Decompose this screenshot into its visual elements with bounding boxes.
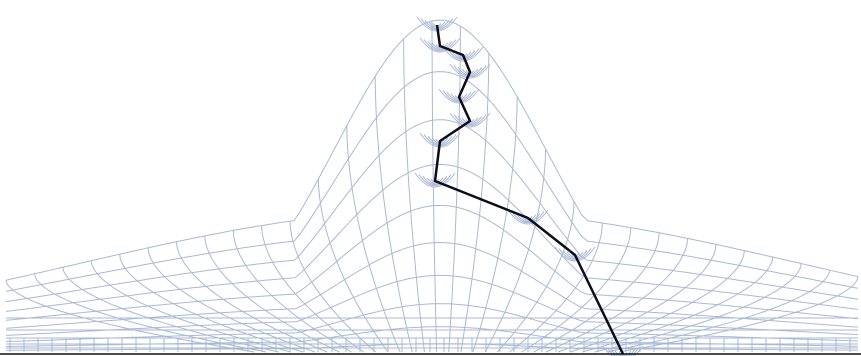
mesh-crack-refinement [446,48,480,61]
mesh-radial-line [509,222,603,353]
mesh-crack-refinement [457,66,483,77]
mesh-contour-line [5,119,859,303]
mesh-crack-refinement [507,209,549,225]
mesh-crack-refinement [418,174,452,187]
mesh-crack-refinement [453,114,487,127]
mesh-crack-refinement [422,175,448,186]
mesh-radial-line [33,273,267,353]
mesh-crack-refinement [614,350,632,356]
mesh-radial-line [374,76,413,353]
mesh-radial-line [175,241,328,353]
mesh-contour-line [5,163,858,312]
mesh-radial-line [497,201,575,353]
mesh-crack-refinement [442,90,476,103]
mesh-crack-refinement [562,249,588,260]
mesh-radial-line [545,238,689,353]
mesh-radial-line [90,260,291,353]
mesh-radial-line [521,227,632,353]
mesh-radial-line [317,178,389,353]
mesh-radial-line [232,230,352,353]
mesh-crack-refinement [438,88,480,104]
mesh-radial-line [119,254,304,353]
mesh-radial-line [403,38,425,353]
mesh-contour-line [6,274,858,336]
mesh-crack-refinement [426,177,444,184]
mesh-crack-refinement [419,37,461,53]
mesh-crack-refinement [515,212,541,223]
mesh-grid [5,16,859,356]
mesh-radial-line [460,53,490,353]
mesh-radial-line [147,247,316,353]
mesh-radial-line [533,232,660,353]
mesh-radial-line [582,257,774,353]
mesh-crack-refinement [450,49,476,60]
mesh-crack-refinement [558,248,592,261]
mesh-radial-line [618,276,859,353]
mesh-radial-line [594,263,802,353]
mesh-crack-refinement [610,348,636,356]
mesh-contour-line [6,303,858,342]
mesh-contour-line [6,204,858,321]
mesh-crack-refinement [449,63,491,79]
mesh-crack-refinement [461,117,479,124]
mesh-radial-line [557,244,717,353]
mesh-crack-refinement [554,246,596,262]
mesh-contour-line [6,241,858,329]
mesh-radial-line [204,235,340,353]
mesh-crack-refinement [446,91,472,102]
mesh-crack-refinement [431,42,449,49]
mesh-crack-refinement [618,352,628,356]
mesh-crack-refinement [423,39,457,52]
mesh-radial-line [5,280,255,353]
mesh-crack-refinement [602,345,644,356]
mesh-crack-refinement [427,40,453,51]
mesh-radial-line [484,148,547,353]
mesh-radial-line [570,250,745,353]
mesh-crack-refinement [511,211,545,224]
mesh-crack-refinement [414,172,456,188]
mesh-crack-refinement [442,46,484,62]
bold-path-group [433,24,625,355]
mesh-crack-refinement [453,65,487,78]
mesh-crack-refinement [449,112,491,128]
mesh-crack-refinement [457,115,483,126]
crack-path [433,24,625,355]
mesh-radial-line [261,225,364,353]
mesh-crack-refinement [606,347,640,356]
mesh-radial-line [346,125,401,353]
mesh-radial-line [472,96,518,353]
mesh-radial-line [62,267,279,353]
